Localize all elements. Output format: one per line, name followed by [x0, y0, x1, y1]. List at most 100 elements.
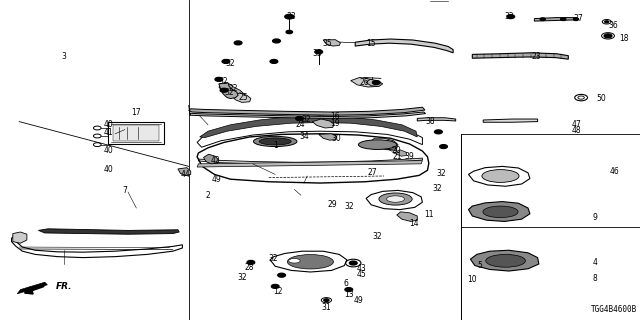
Circle shape [220, 88, 228, 92]
Text: 32: 32 [301, 115, 311, 124]
Text: 19: 19 [330, 119, 340, 128]
Text: 42: 42 [211, 156, 221, 165]
Text: 44: 44 [180, 170, 191, 179]
Polygon shape [323, 40, 340, 46]
Polygon shape [470, 250, 539, 271]
Polygon shape [366, 79, 383, 86]
Circle shape [540, 18, 545, 20]
Text: 20: 20 [392, 146, 402, 155]
Text: 8: 8 [593, 274, 598, 283]
Circle shape [372, 81, 380, 84]
Text: 1: 1 [273, 141, 278, 150]
Text: 4: 4 [593, 258, 598, 267]
Circle shape [215, 77, 223, 81]
Polygon shape [219, 83, 244, 99]
Text: 32: 32 [268, 254, 278, 263]
Text: TGG4B4600B: TGG4B4600B [591, 305, 637, 314]
Text: 28: 28 [245, 263, 254, 272]
Polygon shape [468, 202, 530, 221]
Polygon shape [189, 107, 425, 115]
Text: 22: 22 [229, 84, 238, 93]
Circle shape [273, 39, 280, 43]
Text: 30: 30 [331, 134, 341, 143]
Circle shape [507, 15, 515, 19]
Text: 33: 33 [312, 49, 323, 58]
Ellipse shape [253, 136, 297, 147]
Ellipse shape [358, 140, 397, 149]
Text: 32: 32 [436, 169, 447, 178]
Ellipse shape [482, 170, 519, 182]
Circle shape [285, 14, 294, 19]
Polygon shape [197, 161, 422, 167]
Text: 12: 12 [274, 287, 283, 296]
Text: 27: 27 [367, 168, 378, 177]
Circle shape [345, 288, 353, 292]
Circle shape [573, 18, 579, 20]
Polygon shape [190, 112, 426, 118]
Polygon shape [178, 168, 191, 175]
Polygon shape [17, 282, 47, 294]
Text: FR.: FR. [56, 282, 72, 291]
Circle shape [234, 41, 242, 45]
Circle shape [286, 30, 292, 34]
Polygon shape [355, 39, 453, 53]
Polygon shape [472, 53, 568, 59]
Text: 17: 17 [131, 108, 141, 116]
Text: 9: 9 [593, 213, 598, 222]
Circle shape [604, 34, 612, 38]
Text: 11: 11 [424, 210, 433, 219]
Ellipse shape [259, 138, 291, 145]
Text: 3: 3 [61, 52, 67, 60]
Text: 25: 25 [238, 93, 248, 102]
Polygon shape [397, 212, 417, 221]
Text: 32: 32 [344, 202, 354, 211]
Text: 21: 21 [392, 152, 401, 161]
Ellipse shape [289, 259, 300, 263]
Polygon shape [198, 158, 422, 164]
Text: 32: 32 [432, 184, 442, 193]
Circle shape [222, 60, 230, 63]
Ellipse shape [387, 196, 404, 202]
Circle shape [247, 260, 255, 264]
Text: 32: 32 [504, 12, 514, 21]
Text: 47: 47 [571, 120, 581, 129]
Text: 32: 32 [237, 273, 247, 282]
Polygon shape [200, 116, 417, 138]
Ellipse shape [287, 255, 333, 269]
Text: 31: 31 [321, 303, 332, 312]
Circle shape [270, 60, 278, 63]
Text: 46: 46 [609, 167, 620, 176]
Text: 32: 32 [225, 59, 236, 68]
Text: 39: 39 [404, 152, 415, 161]
Text: 48: 48 [571, 126, 581, 135]
Text: 10: 10 [467, 276, 477, 284]
Text: 14: 14 [409, 219, 419, 228]
Circle shape [605, 21, 609, 23]
Circle shape [278, 273, 285, 277]
Text: 32: 32 [372, 232, 383, 241]
Polygon shape [13, 232, 27, 243]
Polygon shape [394, 150, 406, 156]
Text: 40: 40 [104, 146, 114, 155]
Text: 24: 24 [296, 120, 306, 129]
Polygon shape [232, 93, 251, 102]
Polygon shape [219, 83, 238, 99]
Text: 36: 36 [608, 21, 618, 30]
Polygon shape [312, 119, 334, 128]
Text: 33: 33 [286, 12, 296, 21]
Text: 23: 23 [531, 52, 541, 60]
Text: 45: 45 [356, 270, 367, 279]
Text: 41: 41 [104, 128, 114, 137]
Text: 50: 50 [596, 94, 607, 103]
Text: 15: 15 [366, 39, 376, 48]
Polygon shape [534, 18, 577, 21]
Text: 2: 2 [205, 191, 211, 200]
Text: 18: 18 [620, 34, 628, 43]
Text: 35: 35 [323, 39, 333, 48]
Circle shape [561, 18, 566, 20]
Text: 32: 32 [224, 88, 234, 97]
Text: 43: 43 [356, 264, 367, 273]
Circle shape [324, 299, 329, 301]
Text: 13: 13 [344, 290, 354, 299]
Circle shape [440, 145, 447, 148]
